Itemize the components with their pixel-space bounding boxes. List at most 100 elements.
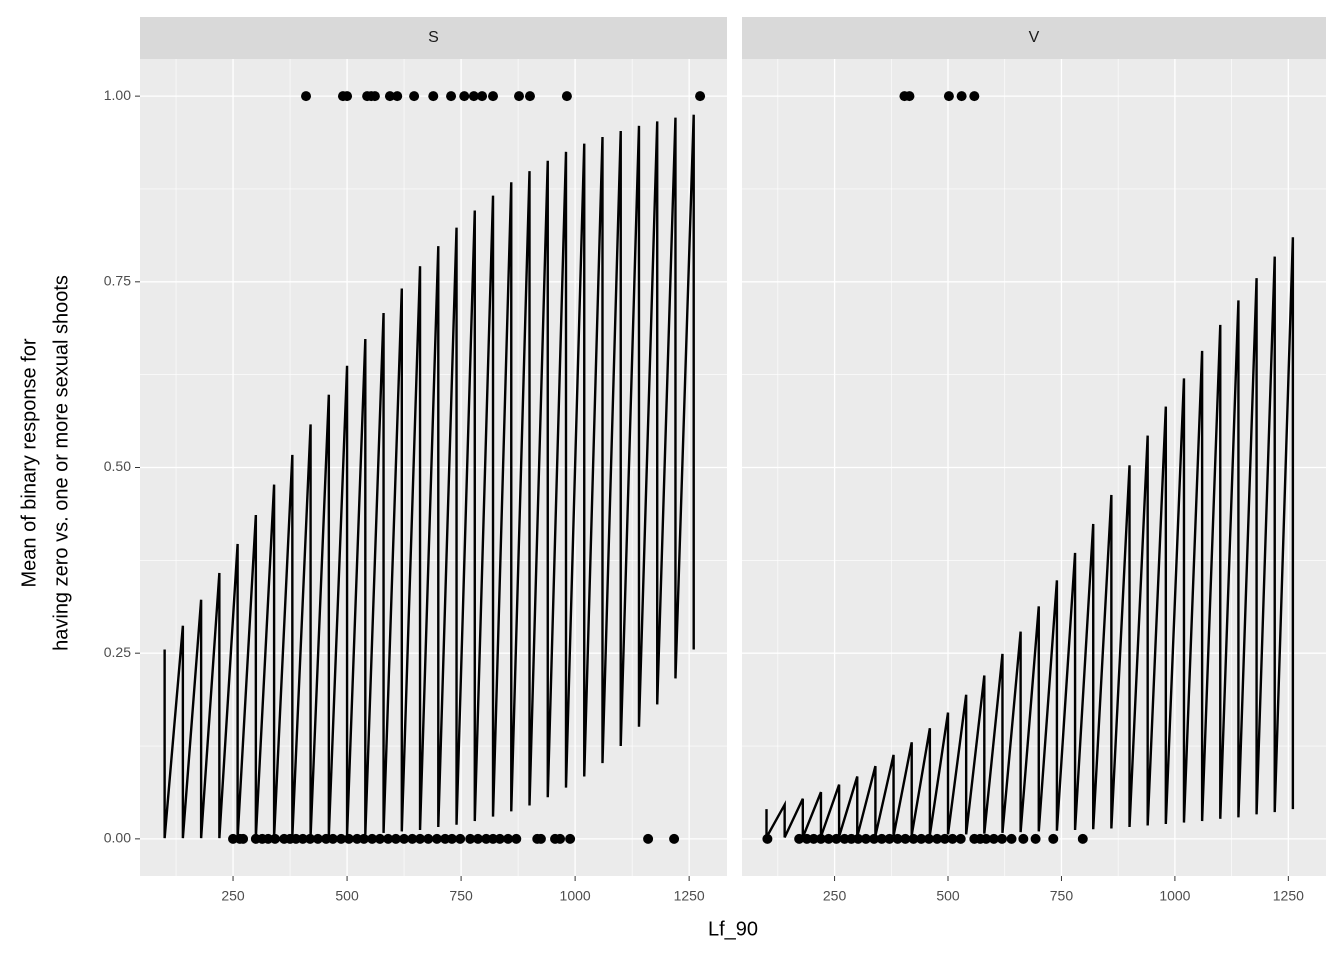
point [969,91,980,102]
point [695,91,706,102]
point [367,833,378,844]
point [503,833,514,844]
point [374,833,385,844]
point [321,833,332,844]
point [997,833,1008,844]
x-tick-label: 1000 [1159,888,1190,904]
point [1030,833,1041,844]
point [988,833,999,844]
strip-label: V [1029,29,1040,46]
point [446,833,457,844]
point [399,833,410,844]
point [369,91,380,102]
point [494,833,505,844]
point [455,833,466,844]
point [431,833,442,844]
point [932,833,943,844]
point [643,833,654,844]
point [860,833,871,844]
point [669,833,680,844]
point [407,833,418,844]
point [904,91,915,102]
point [511,833,522,844]
fit-line [765,237,1295,843]
x-tick-label: 1250 [1273,888,1304,904]
y-tick-label: 0.50 [104,458,131,474]
point [1077,833,1088,844]
x-tick-label: 500 [936,888,960,904]
point [908,833,919,844]
point [343,833,354,844]
x-tick-label: 500 [335,888,359,904]
point [565,833,576,844]
point [524,91,535,102]
point [327,833,338,844]
point [555,833,566,844]
point [815,833,826,844]
point [956,91,967,102]
point [423,833,434,844]
point [465,833,476,844]
point [352,833,363,844]
point [514,91,525,102]
point [472,833,483,844]
y-tick-label: 1.00 [104,87,131,103]
point [270,833,281,844]
x-tick-label: 750 [449,888,473,904]
point [762,833,773,844]
point [446,91,457,102]
point [263,833,274,844]
point [955,833,966,844]
point [943,91,954,102]
point [892,833,903,844]
point [383,833,394,844]
point [336,833,347,844]
point [884,833,895,844]
y-tick-label: 0.25 [104,644,131,660]
point [1006,833,1017,844]
strip [742,17,1326,59]
point [384,91,395,102]
point [301,91,312,102]
point [440,833,451,844]
x-tick-label: 250 [221,888,245,904]
y-axis-title: having zero vs. one or more sexual shoot… [50,275,72,651]
point [794,833,805,844]
point [561,91,572,102]
x-tick-label: 1000 [560,888,591,904]
point [869,833,880,844]
point [415,833,426,844]
y-tick-label: 0.75 [104,273,131,289]
point [342,91,353,102]
x-tick-label: 750 [1050,888,1074,904]
x-tick-label: 1250 [674,888,705,904]
point [900,833,911,844]
point [392,91,403,102]
point [876,833,887,844]
point [923,833,934,844]
point [477,91,488,102]
point [305,833,316,844]
strip [140,17,727,59]
point [1018,833,1029,844]
y-tick-label: 0.00 [104,830,131,846]
point [358,833,369,844]
point [290,833,301,844]
point [535,833,546,844]
y-axis-title: Mean of binary response for [18,338,40,587]
point [238,833,249,844]
x-axis-title: Lf_90 [708,918,758,940]
x-tick-label: 250 [823,888,847,904]
strip-label: S [428,29,439,46]
point [459,91,470,102]
point [831,833,842,844]
point [939,833,950,844]
point [853,833,864,844]
point [409,91,420,102]
point [390,833,401,844]
point [481,833,492,844]
point [916,833,927,844]
point [468,91,479,102]
